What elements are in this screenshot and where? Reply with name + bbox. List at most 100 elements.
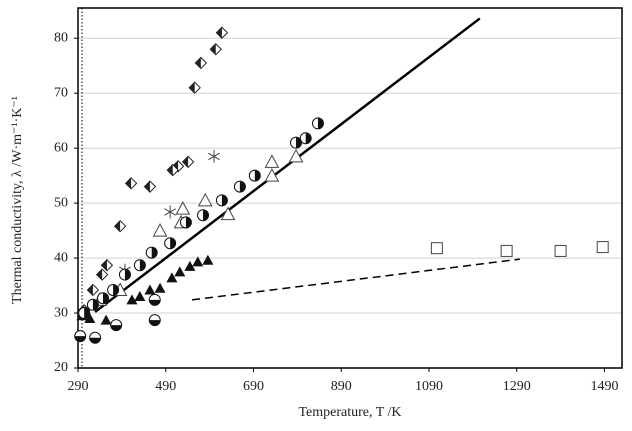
data-point bbox=[89, 331, 102, 344]
data-point bbox=[184, 260, 196, 271]
x-tick-label: 490 bbox=[155, 379, 176, 394]
plot-frame bbox=[77, 7, 623, 369]
marker-fill bbox=[149, 299, 161, 306]
marker-fill bbox=[149, 320, 161, 326]
marker-fill bbox=[92, 299, 99, 311]
marker-shape bbox=[174, 266, 186, 277]
data-point bbox=[164, 237, 177, 250]
marker-fill bbox=[185, 216, 192, 228]
data-point bbox=[78, 307, 91, 320]
marker-shape bbox=[192, 256, 204, 267]
x-tick-label: 1090 bbox=[415, 379, 443, 394]
data-point bbox=[133, 259, 146, 272]
data-point bbox=[166, 163, 179, 177]
data-point bbox=[134, 291, 146, 302]
marker-fill bbox=[170, 237, 176, 249]
data-point bbox=[97, 292, 110, 305]
data-point bbox=[500, 244, 513, 257]
data-point bbox=[264, 154, 280, 168]
x-tick-label: 1290 bbox=[503, 379, 531, 394]
marker-fill bbox=[305, 132, 312, 144]
x-tick-label: 1490 bbox=[590, 379, 618, 394]
data-point bbox=[152, 223, 168, 237]
data-point bbox=[194, 56, 208, 70]
data-point bbox=[148, 314, 161, 327]
marker-shape bbox=[84, 313, 96, 324]
data-point bbox=[166, 272, 178, 283]
data-point bbox=[215, 26, 229, 39]
marker-shape bbox=[100, 314, 112, 325]
data-point bbox=[202, 254, 214, 265]
marker-fill bbox=[110, 325, 122, 331]
data-point bbox=[197, 192, 213, 207]
data-point bbox=[86, 298, 99, 311]
marker-shape bbox=[175, 201, 191, 215]
data-point bbox=[154, 282, 166, 293]
marker-fill bbox=[114, 220, 121, 232]
data-point bbox=[192, 256, 204, 267]
x-tick-label: 890 bbox=[331, 379, 352, 394]
x-tick-label: 290 bbox=[68, 379, 89, 394]
data-point bbox=[100, 314, 112, 325]
data-point bbox=[107, 283, 120, 296]
data-point bbox=[208, 149, 220, 163]
marker-stroke bbox=[164, 208, 177, 216]
marker-shape bbox=[264, 154, 280, 168]
data-point bbox=[175, 201, 191, 215]
marker-shape bbox=[220, 206, 236, 221]
marker-shape bbox=[184, 260, 196, 271]
data-point bbox=[215, 194, 228, 207]
marker-fill bbox=[151, 247, 158, 259]
dashed-trend-line bbox=[191, 258, 520, 301]
marker-fill bbox=[189, 82, 195, 94]
marker-fill bbox=[87, 284, 93, 296]
marker-fill bbox=[139, 259, 146, 271]
marker-fill bbox=[167, 164, 173, 176]
data-point bbox=[554, 244, 567, 257]
marker-fill bbox=[221, 194, 228, 206]
marker-fill bbox=[113, 284, 119, 296]
marker-fill bbox=[101, 259, 107, 271]
data-point bbox=[209, 43, 222, 56]
marker-stroke bbox=[208, 152, 220, 161]
data-point bbox=[74, 330, 87, 343]
marker-shape bbox=[202, 254, 214, 265]
marker-shape bbox=[126, 294, 138, 305]
y-tick-label: 50 bbox=[54, 195, 68, 210]
marker-fill bbox=[296, 137, 302, 149]
marker-shape bbox=[554, 244, 567, 257]
data-point bbox=[188, 81, 201, 94]
y-axis-label: Thermal conductivity, λ /W·m⁻¹·K⁻¹ bbox=[10, 96, 25, 304]
marker-shape bbox=[166, 272, 178, 283]
marker-fill bbox=[144, 181, 150, 193]
marker-fill bbox=[103, 292, 109, 304]
data-point bbox=[430, 242, 443, 255]
data-point bbox=[220, 206, 236, 221]
data-point bbox=[113, 219, 127, 233]
data-point bbox=[145, 246, 158, 259]
y-tick-label: 20 bbox=[54, 360, 68, 375]
data-point bbox=[299, 132, 312, 145]
data-point bbox=[84, 313, 96, 324]
marker-shape bbox=[264, 168, 280, 182]
marker-shape bbox=[197, 192, 213, 207]
data-point bbox=[311, 117, 324, 130]
data-point bbox=[124, 177, 138, 190]
marker-fill bbox=[203, 209, 209, 221]
data-point bbox=[290, 136, 303, 149]
data-point bbox=[596, 241, 609, 254]
data-point bbox=[288, 148, 304, 163]
marker-fill bbox=[317, 117, 324, 129]
marker-shape bbox=[500, 244, 513, 257]
data-point bbox=[126, 294, 138, 305]
data-point bbox=[197, 209, 210, 222]
marker-fill bbox=[216, 27, 222, 39]
marker-shape bbox=[134, 291, 146, 302]
marker-fill bbox=[210, 43, 216, 55]
marker-shape bbox=[596, 241, 609, 254]
marker-fill bbox=[89, 337, 101, 344]
y-tick-label: 40 bbox=[54, 250, 68, 265]
marker-fill bbox=[239, 181, 246, 193]
data-point bbox=[248, 169, 261, 182]
